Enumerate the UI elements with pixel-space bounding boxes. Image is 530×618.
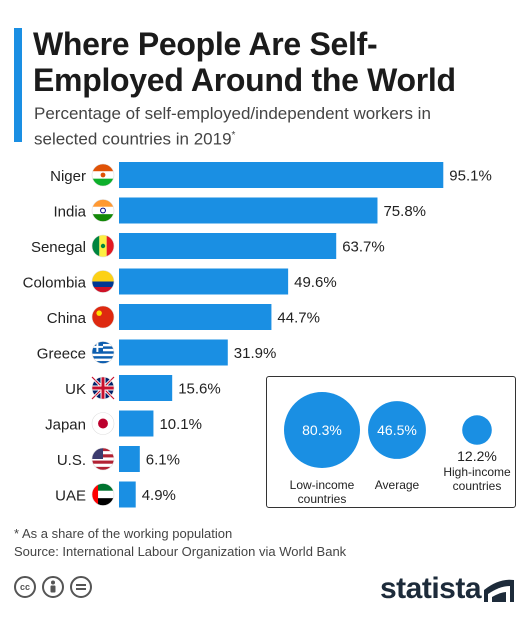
greece-flag-icon <box>91 341 115 364</box>
data-label: 63.7% <box>342 239 385 256</box>
data-label: 75.8% <box>383 203 426 220</box>
data-label: 95.1% <box>449 168 492 185</box>
data-label: 44.7% <box>277 310 320 327</box>
india-flag-icon <box>91 199 115 222</box>
bar <box>119 304 272 330</box>
bar <box>119 268 289 295</box>
japan-flag-icon <box>91 412 115 435</box>
income-bubble <box>284 392 360 468</box>
bubble-value-label: 12.2% <box>457 448 497 464</box>
data-label: 15.6% <box>178 381 221 398</box>
category-label: China <box>47 310 87 327</box>
bubble-category-label: countries <box>453 479 502 493</box>
bar <box>119 446 140 472</box>
category-label: U.S. <box>57 452 86 469</box>
data-label: 49.6% <box>294 274 337 291</box>
income-bubble <box>368 401 426 459</box>
subtitle-text: Percentage of self-employed/independent … <box>34 104 431 149</box>
title-accent-bar <box>14 28 22 142</box>
category-label: Greece <box>37 346 86 363</box>
niger-flag-icon <box>91 163 115 187</box>
bubble-category-label: Low-income <box>290 478 355 492</box>
nd-icon[interactable] <box>70 576 92 598</box>
cc-icon[interactable]: cc <box>14 576 36 598</box>
colombia-flag-icon <box>91 270 115 293</box>
uae-flag-icon <box>91 483 115 506</box>
category-label: UAE <box>55 488 86 505</box>
bubble-category-label: countries <box>298 492 347 506</box>
senegal-flag-icon <box>91 234 115 258</box>
bubble-category-label: High-income <box>443 465 511 479</box>
bar <box>119 339 228 366</box>
bar <box>119 481 136 508</box>
bubble-value-label: 80.3% <box>302 422 342 438</box>
uk-flag-icon <box>90 375 116 401</box>
category-label: Niger <box>50 168 86 185</box>
china-flag-icon <box>91 305 115 329</box>
income-bubble <box>462 415 492 445</box>
statista-logo[interactable]: statista <box>380 572 482 605</box>
source-note: Source: International Labour Organizatio… <box>14 544 347 559</box>
chart-subtitle: Percentage of self-employed/independent … <box>34 103 494 151</box>
income-legend-box <box>266 376 516 508</box>
category-label: Colombia <box>23 275 87 292</box>
bar <box>119 197 378 224</box>
chart-title: Where People Are Self-Employed Around th… <box>33 26 456 98</box>
by-icon[interactable] <box>42 576 64 598</box>
bubble-category-label: Average <box>375 478 420 492</box>
statista-logo-mark <box>484 579 514 602</box>
bar <box>119 233 337 259</box>
subtitle-footnote-mark: * <box>231 130 236 141</box>
data-label: 31.9% <box>234 345 277 362</box>
bubble-value-label: 46.5% <box>377 422 417 438</box>
license-icons: cc <box>14 576 92 598</box>
data-label: 10.1% <box>159 416 202 433</box>
bar <box>119 162 444 188</box>
category-label: Senegal <box>31 239 86 256</box>
footnote: * As a share of the working population <box>14 526 233 541</box>
us-flag-icon <box>91 447 115 471</box>
data-label: 6.1% <box>146 452 180 469</box>
category-label: UK <box>65 381 86 398</box>
category-label: Japan <box>45 417 86 434</box>
bar <box>119 375 173 401</box>
category-label: India <box>53 204 86 221</box>
data-label: 4.9% <box>142 487 176 504</box>
bar <box>119 410 154 437</box>
